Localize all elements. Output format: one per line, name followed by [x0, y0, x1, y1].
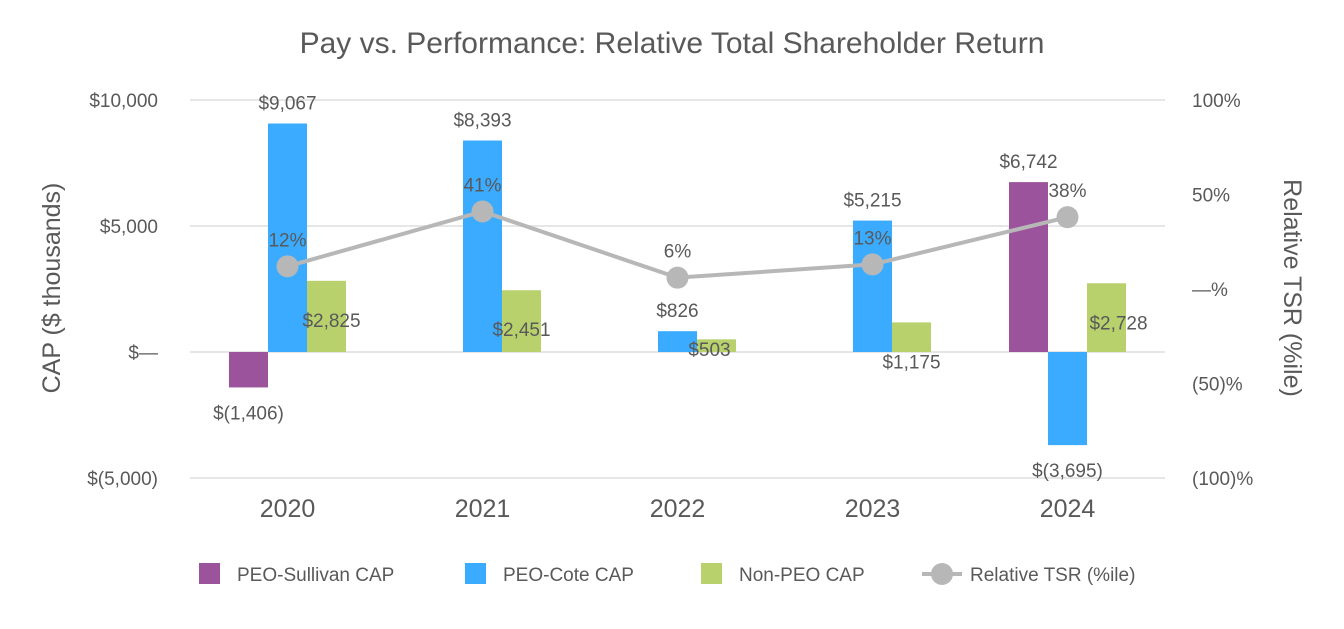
y2-tick-label: 100%	[1192, 91, 1241, 112]
y2-axis-label: Relative TSR (%ile)	[1278, 179, 1306, 397]
legend: PEO-Sullivan CAP PEO-Cote CAP Non-PEO CAP R…	[199, 563, 1135, 586]
legend-label: Non-PEO CAP	[739, 565, 865, 586]
x-tick-label: 2020	[260, 495, 316, 523]
y2-tick-label: 50%	[1192, 186, 1230, 207]
x-tick-label: 2021	[455, 495, 511, 523]
y2-tick-label: (50)%	[1192, 375, 1243, 396]
bar-non-peo-cap-2020	[307, 280, 346, 352]
bar-value-label: $5,215	[843, 191, 901, 212]
axes: $10,000 $5,000 $— $(5,000) 100% 50% —% (50)% (10…	[87, 91, 1253, 523]
tsr-value-label: 41%	[463, 176, 501, 197]
legend-marker-sample	[931, 563, 953, 585]
tsr-value-label: 13%	[853, 228, 891, 249]
legend-label: PEO-Sullivan CAP	[237, 565, 394, 586]
legend-swatch-0	[199, 563, 220, 584]
bar-value-label: $503	[688, 340, 730, 361]
y-tick-label: $(5,000)	[87, 469, 158, 490]
tsr-line	[276, 200, 1079, 289]
y-axis-label: CAP ($ thousands)	[38, 183, 66, 394]
bar-peo-sullivan-cap-2024	[1009, 182, 1048, 352]
tsr-point-2022	[666, 266, 689, 289]
tsr-value-label: 38%	[1048, 181, 1086, 202]
tsr-point-2024	[1056, 206, 1079, 229]
data-labels: $(1,406) $6,742 $9,067 $8,393 $826 $5,215 $(3,…	[213, 94, 1147, 483]
legend-swatch-2	[701, 563, 722, 584]
tsr-value-label: 6%	[664, 242, 692, 263]
bar-value-label: $6,742	[999, 152, 1057, 173]
bar-non-peo-cap-2022	[697, 339, 736, 352]
tsr-point-2021	[471, 200, 494, 223]
bars	[229, 123, 1126, 446]
legend-swatch-1	[465, 563, 486, 584]
x-tick-label: 2022	[650, 495, 706, 523]
bar-value-label: $1,175	[882, 352, 940, 373]
y-tick-label: $10,000	[89, 91, 158, 112]
y-tick-label: $5,000	[100, 217, 158, 238]
bar-value-label: $(1,406)	[213, 403, 284, 424]
bar-value-label: $(3,695)	[1032, 461, 1103, 482]
y-tick-label: $—	[128, 343, 158, 364]
bar-peo-cote-cap-2020	[268, 123, 307, 352]
x-tick-label: 2024	[1040, 495, 1096, 523]
tsr-point-2023	[861, 253, 884, 276]
bar-value-label: $2,451	[492, 320, 550, 341]
legend-label: PEO-Cote CAP	[503, 565, 634, 586]
bar-peo-cote-cap-2024	[1048, 352, 1087, 446]
bar-peo-cote-cap-2022	[658, 331, 697, 352]
bar-value-label: $8,393	[453, 110, 511, 131]
y2-tick-label: (100)%	[1192, 469, 1253, 490]
bar-peo-cote-cap-2023	[853, 220, 892, 352]
bar-value-label: $2,728	[1089, 313, 1147, 334]
bar-non-peo-cap-2024	[1087, 283, 1126, 352]
legend-label: Relative TSR (%ile)	[970, 565, 1135, 586]
bar-value-label: $2,825	[302, 311, 360, 332]
x-tick-label: 2023	[845, 495, 901, 523]
bar-non-peo-cap-2021	[502, 290, 541, 352]
bar-non-peo-cap-2023	[892, 322, 931, 352]
bar-value-label: $826	[656, 301, 698, 322]
tsr-point-2020	[276, 255, 299, 278]
tsr-value-label: 12%	[268, 230, 306, 251]
bar-peo-sullivan-cap-2020	[229, 352, 268, 388]
chart-title: Pay vs. Performance: Relative Total Shar…	[300, 27, 1045, 60]
bar-value-label: $9,067	[258, 94, 316, 115]
y2-tick-label: —%	[1192, 280, 1228, 301]
bar-peo-cote-cap-2021	[463, 140, 502, 352]
